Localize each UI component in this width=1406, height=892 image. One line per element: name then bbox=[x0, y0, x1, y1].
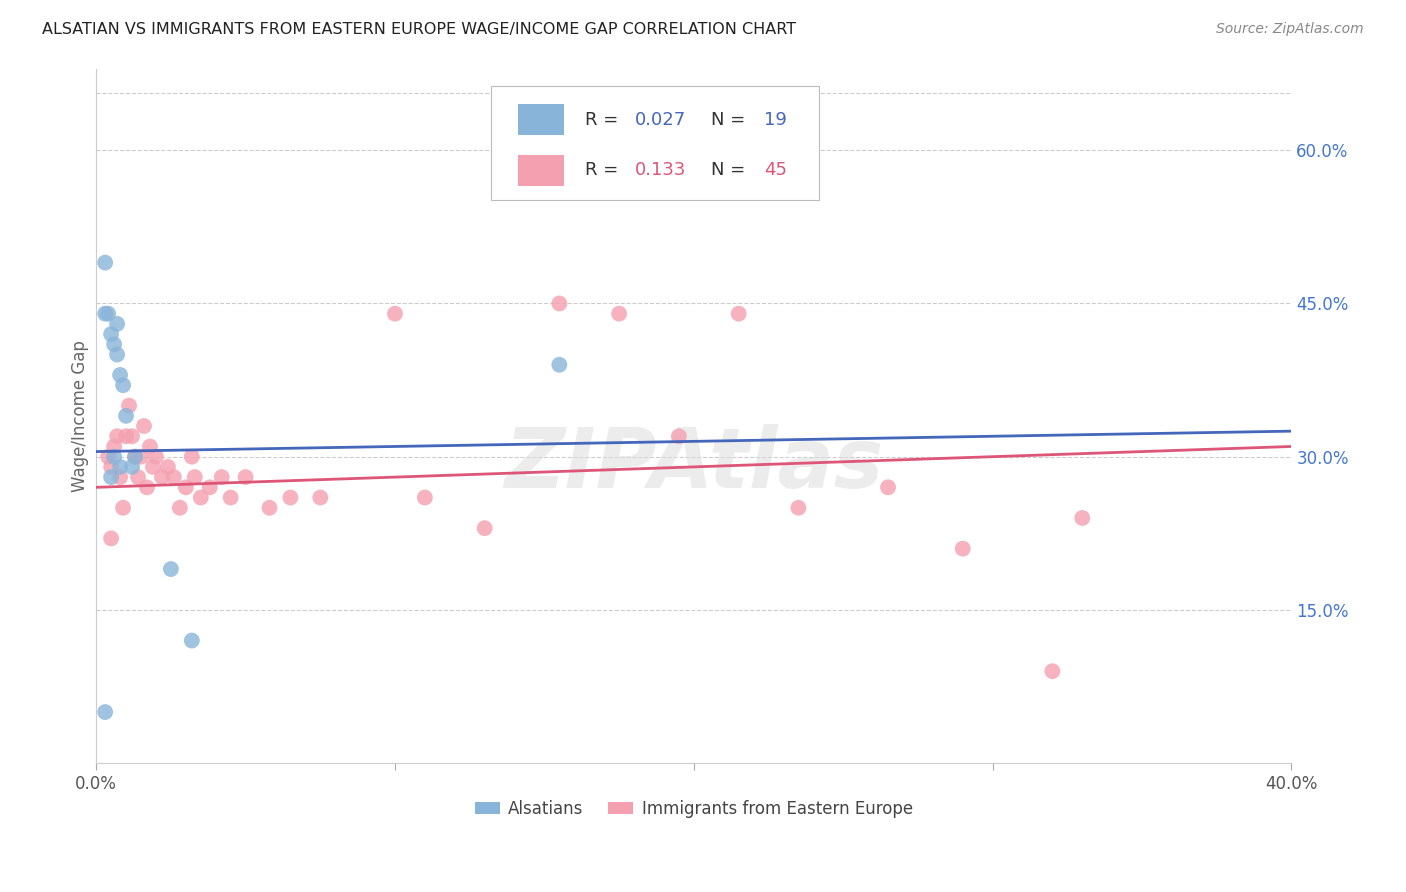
Point bbox=[103, 337, 125, 351]
Point bbox=[129, 450, 152, 464]
Point bbox=[259, 500, 281, 515]
Bar bbox=[519, 103, 564, 135]
Point bbox=[94, 255, 117, 269]
Point bbox=[94, 307, 117, 321]
Point bbox=[121, 459, 143, 474]
Point bbox=[105, 347, 128, 361]
Text: 45: 45 bbox=[765, 161, 787, 179]
Point bbox=[219, 491, 242, 505]
Point bbox=[952, 541, 974, 556]
Text: N =: N = bbox=[710, 161, 751, 179]
Point bbox=[100, 327, 122, 342]
Text: ZIPAtlas: ZIPAtlas bbox=[505, 424, 883, 505]
Point bbox=[235, 470, 257, 484]
Point bbox=[112, 500, 135, 515]
Point bbox=[112, 378, 135, 392]
Point bbox=[118, 399, 141, 413]
Point bbox=[142, 459, 165, 474]
Text: 0.027: 0.027 bbox=[636, 111, 686, 128]
Point bbox=[103, 450, 125, 464]
Point bbox=[668, 429, 690, 443]
Text: N =: N = bbox=[710, 111, 751, 128]
Point bbox=[413, 491, 436, 505]
Point bbox=[211, 470, 233, 484]
Text: Source: ZipAtlas.com: Source: ZipAtlas.com bbox=[1216, 22, 1364, 37]
Point bbox=[1071, 511, 1094, 525]
Point bbox=[190, 491, 212, 505]
Text: ALSATIAN VS IMMIGRANTS FROM EASTERN EUROPE WAGE/INCOME GAP CORRELATION CHART: ALSATIAN VS IMMIGRANTS FROM EASTERN EURO… bbox=[42, 22, 796, 37]
Point bbox=[108, 368, 131, 382]
Point bbox=[94, 705, 117, 719]
Text: R =: R = bbox=[585, 161, 624, 179]
Point bbox=[132, 419, 155, 434]
Point bbox=[108, 459, 131, 474]
Point bbox=[121, 429, 143, 443]
Point bbox=[309, 491, 332, 505]
Point bbox=[160, 562, 183, 576]
Point bbox=[115, 409, 138, 423]
Point bbox=[877, 480, 900, 494]
Point bbox=[474, 521, 496, 535]
Point bbox=[184, 470, 207, 484]
Point bbox=[115, 429, 138, 443]
Point bbox=[127, 470, 149, 484]
Point bbox=[174, 480, 197, 494]
Point bbox=[180, 633, 202, 648]
Point bbox=[136, 480, 159, 494]
Point bbox=[145, 450, 167, 464]
Point bbox=[156, 459, 179, 474]
Point bbox=[548, 358, 571, 372]
Point bbox=[139, 440, 162, 454]
Point bbox=[100, 532, 122, 546]
Point bbox=[108, 470, 131, 484]
Point bbox=[384, 307, 406, 321]
Text: R =: R = bbox=[585, 111, 624, 128]
Point bbox=[103, 440, 125, 454]
Point bbox=[100, 459, 122, 474]
Point bbox=[198, 480, 221, 494]
Point bbox=[180, 450, 202, 464]
Point bbox=[169, 500, 191, 515]
Point bbox=[105, 429, 128, 443]
FancyBboxPatch shape bbox=[491, 86, 820, 201]
Point bbox=[97, 307, 120, 321]
Point bbox=[124, 450, 146, 464]
Point bbox=[548, 296, 571, 310]
Point bbox=[124, 450, 146, 464]
Bar bbox=[519, 154, 564, 186]
Point bbox=[1042, 664, 1064, 678]
Text: 0.133: 0.133 bbox=[636, 161, 686, 179]
Point bbox=[105, 317, 128, 331]
Point bbox=[100, 470, 122, 484]
Point bbox=[150, 470, 173, 484]
Point bbox=[97, 450, 120, 464]
Text: 19: 19 bbox=[765, 111, 787, 128]
Point bbox=[607, 307, 630, 321]
Point bbox=[163, 470, 186, 484]
Y-axis label: Wage/Income Gap: Wage/Income Gap bbox=[72, 340, 89, 491]
Point bbox=[727, 307, 749, 321]
Legend: Alsatians, Immigrants from Eastern Europe: Alsatians, Immigrants from Eastern Europ… bbox=[468, 793, 920, 824]
Point bbox=[787, 500, 810, 515]
Point bbox=[280, 491, 302, 505]
